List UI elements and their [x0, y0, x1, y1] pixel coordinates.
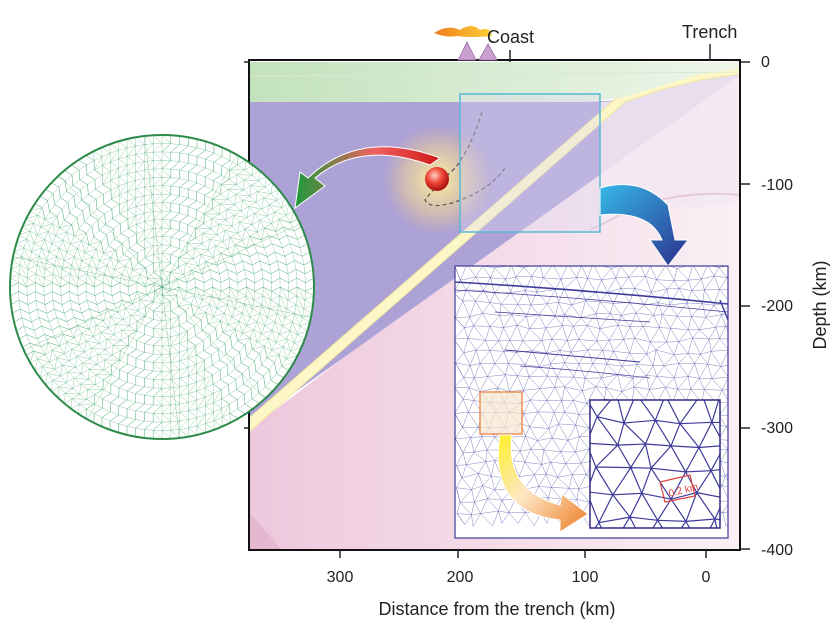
melt-path	[424, 111, 506, 207]
volcano-icon	[457, 41, 477, 61]
zoom-box-orange	[479, 391, 523, 435]
x-axis	[339, 550, 707, 558]
y-tick-label: -100	[761, 177, 793, 194]
rect-mesh-inset: 0.2 km	[454, 265, 729, 539]
y-axis	[244, 61, 750, 550]
x-tick-label: 100	[572, 569, 599, 586]
crust-band	[249, 62, 740, 102]
x-tick-label: 200	[447, 569, 474, 586]
green-arrow	[294, 146, 442, 210]
coast-label: Coast	[487, 27, 534, 47]
orange-arrow	[497, 434, 589, 533]
circular-mesh-border	[9, 134, 315, 440]
circular-mesh	[10, 135, 314, 439]
volcano-icon	[478, 43, 498, 61]
eruption-plume-icon	[434, 26, 492, 37]
y-tick-label: -300	[761, 420, 793, 437]
x-tick-label: 0	[702, 569, 711, 586]
y-tick-label: 0	[761, 54, 770, 71]
y-tick-label: -400	[761, 542, 793, 559]
scale-marker	[659, 474, 696, 503]
mesh-lines	[10, 135, 314, 439]
y-axis-label: Depth (km)	[810, 260, 830, 349]
zoom-box-cyan	[459, 93, 601, 233]
x-tick-label: 300	[327, 569, 354, 586]
x-axis-label: Distance from the trench (km)	[378, 599, 615, 619]
mesh-lines	[590, 400, 720, 528]
magma-source-icon	[425, 167, 449, 191]
y-tick-label: -200	[761, 298, 793, 315]
trench-label: Trench	[682, 22, 737, 42]
zoom-detail-frame	[589, 399, 721, 529]
